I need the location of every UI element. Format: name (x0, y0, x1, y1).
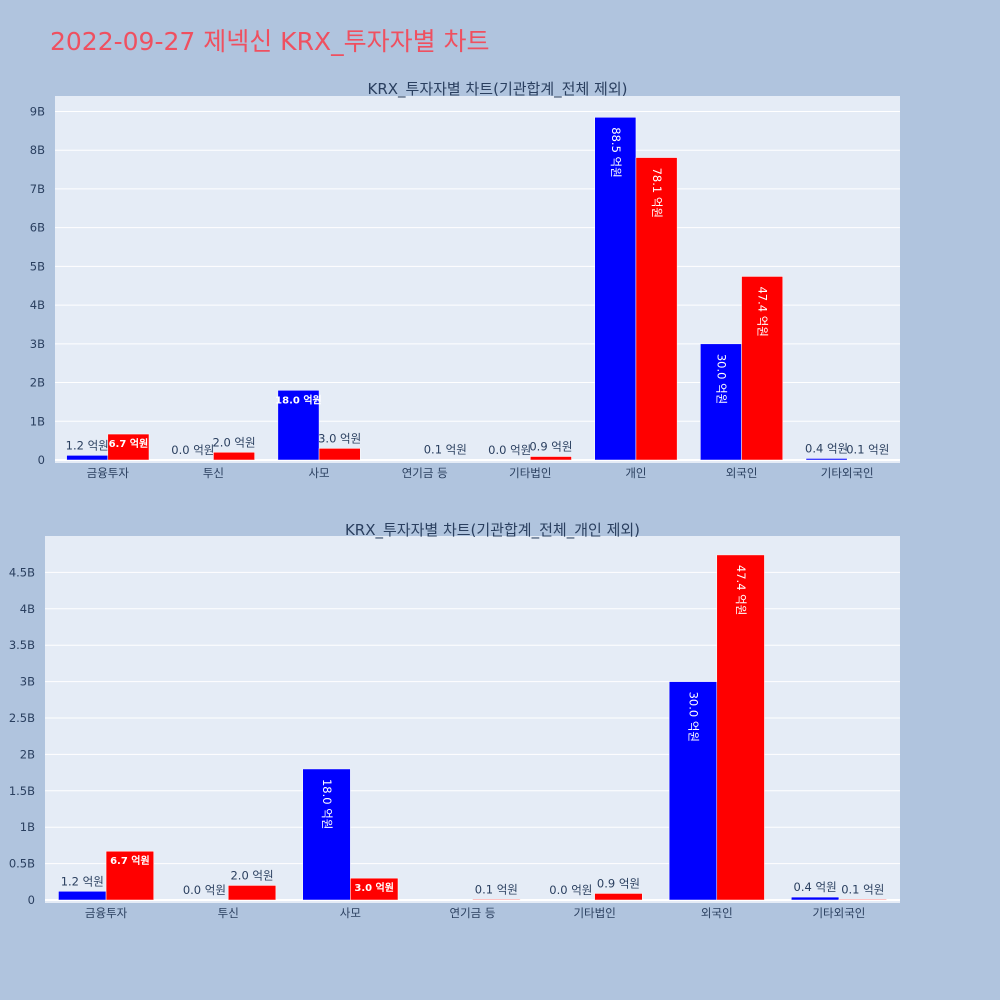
y-tick-label: 6B (30, 221, 45, 235)
bar-data-label: 18.0 억원 (275, 393, 322, 406)
y-tick-label: 3B (30, 337, 45, 351)
bar-data-label: 0.4 억원 (805, 441, 848, 455)
x-tick-label: 사모 (340, 906, 361, 920)
buy-bar (66, 455, 109, 461)
bar-data-label: 3.0 억원 (318, 431, 361, 445)
x-tick-label: 사모 (308, 466, 329, 480)
y-tick-label: 9B (30, 104, 45, 118)
bar-data-label: 0.9 억원 (597, 876, 640, 890)
y-tick-label: 1.5B (9, 784, 35, 798)
bar-data-label: 0.1 억원 (841, 882, 884, 896)
buy-bar (805, 458, 848, 461)
x-tick-label: 투신 (203, 466, 224, 480)
sell-bar (105, 850, 154, 901)
sell-bar (838, 899, 887, 901)
chart-1: 0 1B 2B 3B 4B 5B 6B 7B 8B 9B KRX_투자자별 차트(기관합계_전체 제… (30, 80, 900, 480)
sell-bar (318, 448, 361, 461)
sell-bar (350, 877, 399, 901)
buy-bar (700, 343, 742, 461)
y-tick-label: 1B (30, 414, 45, 428)
bar-data-label: 88.5 억원 (609, 127, 623, 177)
y-tick-label: 4.5B (9, 565, 35, 579)
bar-data-label: 0.1 억원 (846, 443, 889, 457)
buy-bar (791, 896, 840, 901)
bar-data-label: 18.0 억원 (320, 779, 334, 829)
page-title: 2022-09-27 제넥신 KRX_투자자별 차트 (50, 27, 490, 56)
bar-data-label: 2.0 억원 (230, 868, 273, 882)
plot-area (45, 536, 900, 903)
bar-data-label: 3.0 억원 (354, 881, 394, 894)
x-tick-label: 기타외국인 (812, 906, 865, 920)
y-tick-label: 2B (30, 376, 45, 390)
x-tick-label: 금융투자 (87, 466, 130, 480)
sell-bar (741, 276, 784, 461)
sell-bar (594, 893, 643, 901)
y-tick-label: 0 (38, 453, 45, 467)
bar-data-label: 0.0 억원 (171, 443, 214, 457)
x-tick-label: 연기금 등 (402, 466, 448, 480)
chart-2: 0 0.5B 1B 1.5B 2B 2.5B 3B 3.5B 4B 4.5B KRX_투자자별 차트… (9, 521, 900, 920)
y-tick-label: 3B (20, 675, 35, 689)
chart-title: KRX_투자자별 차트(기관합계_전체 제외) (368, 80, 628, 99)
x-tick-label: 기타법인 (573, 906, 615, 920)
bar-data-label: 0.4 억원 (794, 880, 837, 894)
bar-data-label: 78.1 억원 (650, 168, 664, 218)
y-tick-label: 1B (20, 820, 35, 834)
bar-data-label: 0.1 억원 (475, 882, 518, 896)
bar-data-label: 47.4 억원 (734, 565, 748, 615)
bar-data-label: 1.2 억원 (61, 874, 104, 888)
sell-bar (107, 433, 150, 461)
bar-data-label: 0.0 억원 (549, 883, 592, 897)
y-tick-label: 4B (20, 602, 35, 616)
y-tick-label: 3.5B (9, 638, 35, 652)
y-tick-label: 8B (30, 143, 45, 157)
bar-data-label: 30.0 억원 (714, 354, 728, 404)
y-tick-label: 2.5B (9, 711, 35, 725)
bar-data-label: 0.0 억원 (488, 443, 531, 457)
bar-data-label: 6.7 억원 (110, 854, 150, 867)
y-tick-label: 0.5B (9, 857, 35, 871)
sell-bar (472, 899, 521, 901)
sell-bar (635, 157, 678, 461)
bar-data-label: 1.2 억원 (66, 438, 109, 452)
x-tick-label: 개인 (625, 466, 646, 480)
y-tick-label: 4B (30, 298, 45, 312)
sell-bar (227, 885, 277, 901)
bar-data-label: 0.0 억원 (183, 883, 226, 897)
x-tick-label: 금융투자 (85, 906, 128, 920)
x-tick-label: 기타외국인 (821, 466, 874, 480)
buy-bar (594, 117, 637, 461)
y-tick-label: 7B (30, 182, 45, 196)
buy-bar (302, 768, 351, 901)
y-tick-label: 5B (30, 259, 45, 273)
y-tick-label: 0 (28, 893, 35, 907)
chart-title: KRX_투자자별 차트(기관합계_전체_개인 제외) (345, 521, 640, 540)
y-tick-label: 2B (20, 747, 35, 761)
bar-data-label: 6.7 억원 (109, 437, 149, 450)
buy-bar (58, 891, 107, 901)
buy-bar (277, 390, 320, 461)
x-tick-label: 연기금 등 (450, 906, 496, 920)
x-tick-label: 외국인 (701, 906, 733, 920)
bar-data-label: 0.9 억원 (529, 440, 572, 454)
bar-data-label: 30.0 억원 (686, 692, 700, 742)
sell-bar (530, 456, 572, 461)
sell-bar (716, 554, 765, 901)
x-tick-label: 투신 (218, 906, 239, 920)
buy-bar (668, 681, 718, 901)
bar-data-label: 2.0 억원 (212, 435, 255, 449)
x-tick-label: 기타법인 (509, 466, 551, 480)
x-tick-label: 외국인 (726, 466, 758, 480)
sell-bar (213, 452, 255, 461)
bar-data-label: 0.1 억원 (424, 443, 467, 457)
bar-data-label: 47.4 억원 (756, 286, 770, 336)
